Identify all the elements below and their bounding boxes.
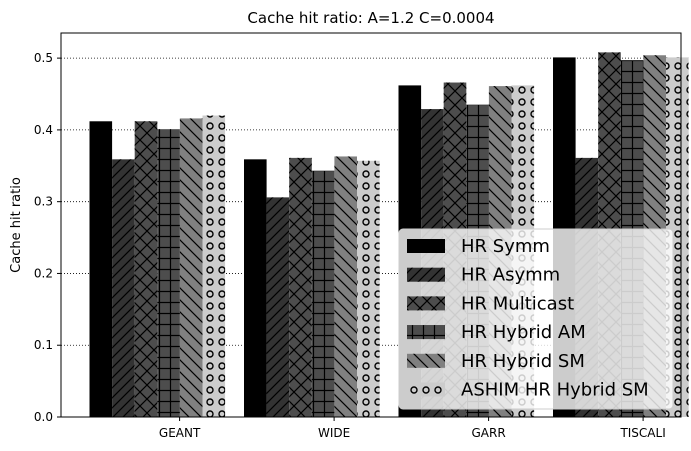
legend-swatch-hatch bbox=[407, 267, 445, 282]
bar bbox=[244, 159, 267, 417]
bar-hatch bbox=[311, 170, 335, 417]
y-tick-label: 0.5 bbox=[34, 51, 53, 65]
bar-hatch bbox=[266, 197, 290, 417]
y-axis-label: Cache hit ratio bbox=[9, 177, 24, 273]
legend-label: HR Multicast bbox=[461, 293, 574, 314]
bar-hatch bbox=[357, 160, 380, 417]
bar-hatch bbox=[289, 157, 312, 418]
legend-box bbox=[398, 228, 674, 410]
x-tick-label: GARR bbox=[472, 426, 506, 440]
legend-label: HR Hybrid SM bbox=[461, 351, 585, 372]
legend-swatch bbox=[407, 239, 445, 253]
y-tick-label: 0.1 bbox=[34, 338, 53, 352]
bar-hatch bbox=[202, 115, 226, 417]
legend-swatch-hatch bbox=[407, 296, 445, 311]
x-axis-ticks: GEANT WIDE GARR TISCALI bbox=[159, 417, 666, 440]
legend-swatch-hatch bbox=[407, 325, 445, 340]
legend-label: HR Hybrid AM bbox=[461, 322, 586, 343]
legend-label: HR Asymm bbox=[461, 265, 560, 286]
plot-frame bbox=[60, 32, 682, 418]
bar-hatch bbox=[112, 159, 135, 417]
x-tick-label: TISCALI bbox=[619, 426, 665, 440]
x-tick-label: GEANT bbox=[159, 426, 201, 440]
legend: HR Symm HR Asymm HR Multicast HR Hybrid AM H… bbox=[398, 228, 674, 410]
y-tick-label: 0.2 bbox=[34, 266, 53, 280]
legend-swatch-hatch bbox=[407, 353, 445, 368]
bar-hatch bbox=[134, 121, 158, 417]
legend-swatch-hatch bbox=[407, 382, 445, 397]
y-tick-label: 0.0 bbox=[34, 410, 53, 424]
bar-hatch bbox=[334, 156, 357, 417]
bar-hatch bbox=[157, 129, 180, 417]
bar-hatch bbox=[179, 118, 203, 417]
chart-title: Cache hit ratio: A=1.2 C=0.0004 bbox=[247, 9, 494, 27]
y-tick-label: 0.4 bbox=[34, 123, 53, 137]
legend-label: HR Symm bbox=[461, 236, 550, 257]
x-tick-label: WIDE bbox=[318, 426, 350, 440]
y-tick-label: 0.3 bbox=[34, 195, 53, 209]
y-axis-ticks: 0.0 0.1 0.2 0.3 0.4 0.5 bbox=[34, 51, 61, 424]
legend-label: ASHIM HR Hybrid SM bbox=[461, 380, 649, 401]
bar bbox=[89, 121, 113, 417]
